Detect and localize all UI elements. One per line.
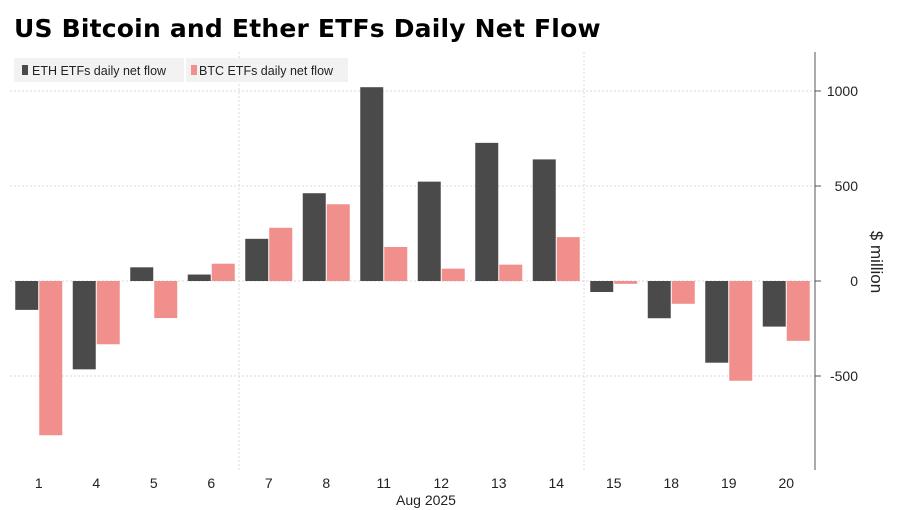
x-tick-label: 20 [778,475,794,491]
eth-bar-8 [302,193,326,281]
x-tick-label: 1 [35,475,43,491]
eth-bar-19 [705,281,729,363]
x-tick-label: 14 [548,475,564,491]
btc-bar-12 [441,268,465,281]
x-axis-label: Aug 2025 [396,492,456,508]
x-tick-label: 18 [663,475,679,491]
btc-bar-19 [729,281,753,381]
eth-bar-5 [130,267,154,281]
btc-bar-13 [499,264,523,281]
legend-btc-box [186,58,348,82]
x-tick-label: 12 [433,475,449,491]
btc-bar-14 [556,237,580,281]
btc-bar-4 [96,281,120,345]
legend-btc-swatch [191,65,197,75]
eth-bar-12 [417,181,441,281]
x-tick-label: 8 [322,475,330,491]
bars [15,87,810,436]
btc-bar-11 [384,246,408,281]
eth-bar-1 [15,281,39,310]
x-tick-label: 13 [491,475,507,491]
x-tick-label: 15 [606,475,622,491]
btc-bar-15 [614,281,638,284]
btc-bar-18 [671,281,695,304]
eth-bar-18 [647,281,671,319]
chart-title: US Bitcoin and Ether ETFs Daily Net Flow [14,14,601,43]
btc-bar-5 [154,281,178,319]
btc-bar-6 [211,263,235,281]
gridlines [10,52,815,470]
x-tick-label: 4 [92,475,100,491]
btc-bar-20 [786,281,810,341]
btc-bar-1 [39,281,63,436]
eth-bar-20 [762,281,786,327]
legend-eth-swatch [22,65,28,75]
legend-eth-box [14,58,184,82]
y-tick-label: 500 [835,178,859,194]
eth-bar-4 [72,281,96,370]
eth-bar-13 [475,142,499,281]
eth-bar-7 [245,238,269,281]
x-tick-label: 6 [207,475,215,491]
x-tick-label: 7 [265,475,273,491]
x-tick-label: 19 [721,475,737,491]
y-tick-label: -500 [830,368,858,384]
x-tick-label: 5 [150,475,158,491]
eth-bar-11 [360,87,384,281]
y-tick-label: 1000 [827,83,858,99]
btc-bar-7 [269,227,293,281]
x-tick-label: 11 [376,475,391,491]
legend-btc-label: BTC ETFs daily net flow [199,64,334,78]
eth-bar-15 [590,281,614,293]
legend: ETH ETFs daily net flow BTC ETFs daily n… [14,58,348,82]
eth-bar-14 [532,159,556,281]
btc-bar-8 [326,204,350,281]
eth-bar-6 [187,274,211,281]
legend-eth-label: ETH ETFs daily net flow [32,64,167,78]
y-axis-label: $ million [867,231,886,293]
y-tick-label: 0 [850,273,858,289]
